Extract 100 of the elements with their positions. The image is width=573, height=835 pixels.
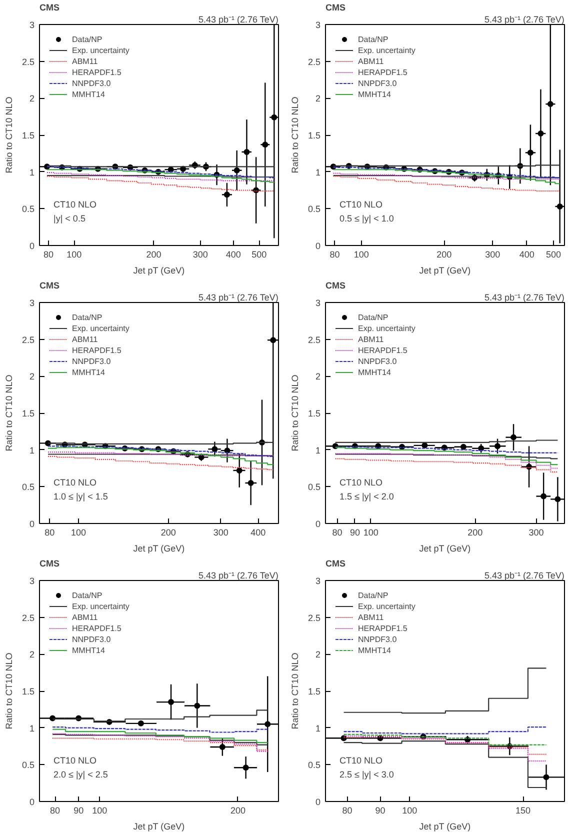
y-tick-label: 2 xyxy=(315,650,321,660)
chart-title: CMS xyxy=(40,558,60,568)
legend-label: HERAPDF1.5 xyxy=(358,623,408,633)
annotation: 2.5 ≤ |y| < 3.0 xyxy=(340,770,394,780)
legend-label: MMHT14 xyxy=(72,367,105,377)
y-axis-title: Ratio to CT10 NLO xyxy=(290,652,300,730)
legend-label: HERAPDF1.5 xyxy=(358,67,408,77)
y-tick-label: 1.5 xyxy=(22,408,35,418)
x-tick-label: 80 xyxy=(50,806,60,816)
y-tick-label: 3 xyxy=(29,20,35,30)
x-tick-label: 100 xyxy=(71,528,86,538)
y-tick-label: 0 xyxy=(29,241,35,251)
annotation: CT10 NLO xyxy=(340,478,383,488)
x-tick-label: 200 xyxy=(230,806,246,816)
y-tick-label: 0.5 xyxy=(22,204,35,214)
legend-label: ABM11 xyxy=(72,334,98,344)
x-axis-title: Jet pT (GeV) xyxy=(419,544,471,554)
chart-title: CMS xyxy=(40,2,60,12)
y-tick-label: 1 xyxy=(29,167,35,178)
y-tick-label: 0 xyxy=(315,519,321,529)
y-tick-label: 2 xyxy=(29,650,35,660)
y-tick-label: 1 xyxy=(29,723,35,734)
legend-label: MMHT14 xyxy=(358,89,391,99)
y-tick-label: 1 xyxy=(29,445,35,456)
y-tick-label: 2 xyxy=(29,372,35,382)
legend-label: MMHT14 xyxy=(358,645,391,655)
y-tick-label: 3 xyxy=(29,298,35,308)
x-tick-label: 80 xyxy=(332,528,342,538)
x-tick-label: 100 xyxy=(92,806,108,816)
x-tick-label: 100 xyxy=(363,528,378,538)
legend-label: Exp. uncertainty xyxy=(72,601,130,611)
x-tick-label: 100 xyxy=(402,806,418,816)
y-tick-label: 1 xyxy=(315,167,321,178)
legend-label: HERAPDF1.5 xyxy=(72,67,122,77)
x-axis-title: Jet pT (GeV) xyxy=(133,544,185,554)
y-tick-label: 2.5 xyxy=(22,334,35,345)
y-tick-label: 2.5 xyxy=(22,612,35,623)
y-tick-label: 1 xyxy=(315,723,321,734)
annotation: 0.5 ≤ |y| < 1.0 xyxy=(340,214,394,224)
legend-label: Exp. uncertainty xyxy=(358,601,416,611)
legend-label: Data/NP xyxy=(358,590,388,600)
x-tick-label: 80 xyxy=(330,250,340,260)
y-tick-label: 2.5 xyxy=(308,56,321,67)
legend-label: NNPDF3.0 xyxy=(72,356,111,366)
legend-label: Exp. uncertainty xyxy=(358,323,416,333)
legend-label: NNPDF3.0 xyxy=(72,78,111,88)
y-tick-label: 0.5 xyxy=(22,760,35,770)
y-tick-label: 2.5 xyxy=(22,56,35,67)
y-tick-label: 3 xyxy=(315,20,321,30)
legend-label: MMHT14 xyxy=(72,645,105,655)
x-tick-label: 80 xyxy=(44,528,55,538)
legend-label: Data/NP xyxy=(72,590,102,600)
x-tick-label: 200 xyxy=(160,528,176,538)
chart-title: CMS xyxy=(326,2,346,12)
x-tick-label: 500 xyxy=(546,250,562,260)
x-tick-label: 400 xyxy=(226,250,241,260)
y-tick-label: 2.5 xyxy=(308,612,321,623)
y-tick-label: 0.5 xyxy=(308,482,321,492)
legend-label: ABM11 xyxy=(358,56,384,66)
x-tick-label: 200 xyxy=(436,250,452,260)
x-tick-label: 300 xyxy=(528,528,544,538)
annotation: |y| < 0.5 xyxy=(54,214,86,224)
y-tick-label: 1.5 xyxy=(308,408,321,418)
annotation: CT10 NLO xyxy=(54,200,97,210)
y-tick-label: 1.5 xyxy=(22,686,35,696)
legend-label: ABM11 xyxy=(72,612,98,622)
x-axis-title: Jet pT (GeV) xyxy=(133,822,185,832)
annotation: 1.0 ≤ |y| < 1.5 xyxy=(54,492,108,502)
y-axis-title: Ratio to CT10 NLO xyxy=(290,374,300,452)
y-axis-title: Ratio to CT10 NLO xyxy=(4,652,14,730)
y-tick-label: 3 xyxy=(315,576,321,586)
x-axis-title: Jet pT (GeV) xyxy=(419,822,471,832)
x-tick-label: 300 xyxy=(485,250,500,260)
legend-label: ABM11 xyxy=(72,56,98,66)
chart-title: CMS xyxy=(326,558,346,568)
y-axis-title: Ratio to CT10 NLO xyxy=(290,96,300,174)
x-tick-label: 90 xyxy=(350,528,360,538)
y-tick-label: 2.5 xyxy=(308,334,321,345)
chart-subtitle: 5.43 pb⁻¹ (2.76 TeV) xyxy=(484,14,564,24)
y-tick-label: 1.5 xyxy=(308,130,321,140)
x-tick-label: 200 xyxy=(146,250,162,260)
y-tick-label: 0.5 xyxy=(22,482,35,492)
chart-subtitle: 5.43 pb⁻¹ (2.76 TeV) xyxy=(198,570,278,580)
legend-label: MMHT14 xyxy=(72,89,105,99)
annotation: CT10 NLO xyxy=(54,756,97,766)
y-tick-label: 2 xyxy=(315,372,321,382)
x-tick-label: 500 xyxy=(252,250,267,260)
chart-subtitle: 5.43 pb⁻¹ (2.76 TeV) xyxy=(484,292,564,302)
legend-label: NNPDF3.0 xyxy=(358,634,397,644)
legend-label: HERAPDF1.5 xyxy=(358,345,408,355)
annotation: CT10 NLO xyxy=(54,478,97,488)
x-tick-label: 200 xyxy=(468,528,483,538)
legend-label: Exp. uncertainty xyxy=(358,45,416,55)
chart-subtitle: 5.43 pb⁻¹ (2.76 TeV) xyxy=(198,292,278,302)
x-tick-label: 400 xyxy=(519,250,534,260)
y-tick-label: 3 xyxy=(29,576,35,586)
legend-label: Data/NP xyxy=(358,34,388,44)
y-tick-label: 0.5 xyxy=(308,760,321,770)
x-tick-label: 90 xyxy=(74,806,84,816)
y-axis-title: Ratio to CT10 NLO xyxy=(4,96,14,174)
